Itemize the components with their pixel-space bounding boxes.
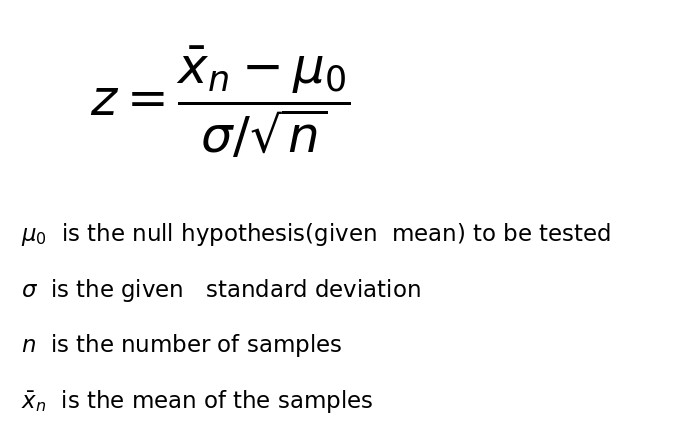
Text: $z = \dfrac{\bar{x}_n - \mu_0}{\sigma/\sqrt{n}}$: $z = \dfrac{\bar{x}_n - \mu_0}{\sigma/\s… [90, 44, 350, 160]
Text: $\mu_0$  is the null hypothesis(given  mean) to be tested: $\mu_0$ is the null hypothesis(given mea… [21, 222, 610, 249]
Text: $\sigma$  is the given   standard deviation: $\sigma$ is the given standard deviation [21, 277, 420, 304]
Text: $n$  is the number of samples: $n$ is the number of samples [21, 332, 342, 359]
Text: $\bar{x}_n$  is the mean of the samples: $\bar{x}_n$ is the mean of the samples [21, 388, 373, 415]
